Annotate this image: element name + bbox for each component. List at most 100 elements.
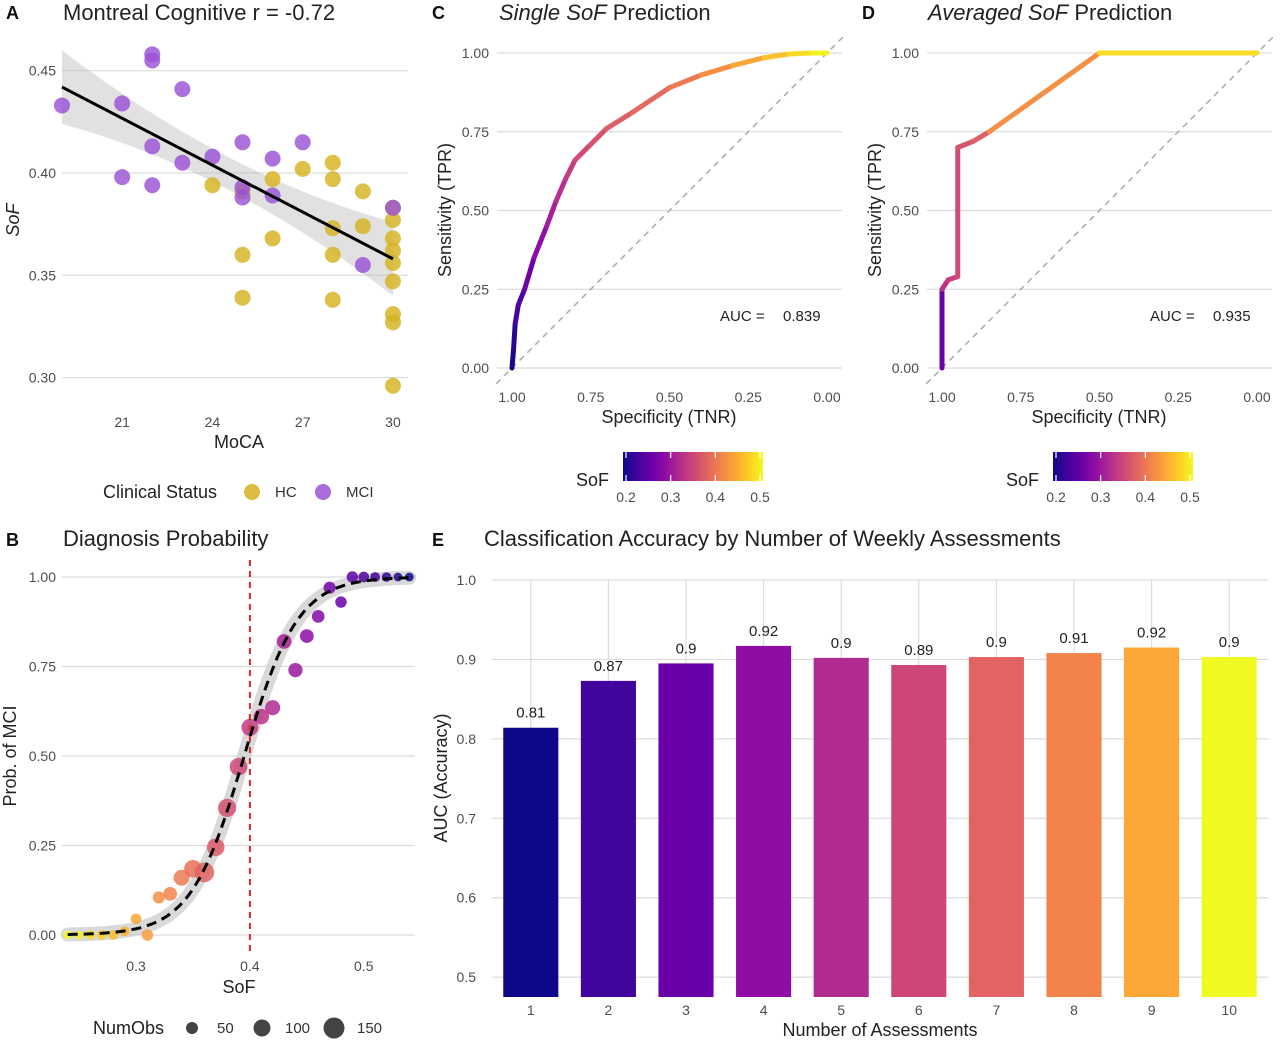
panel-c-xlabel: Specificity (TNR): [601, 407, 736, 427]
panel-e-bar-10: [1201, 657, 1257, 997]
panel-a-point-hc: [384, 254, 401, 271]
panel-e-bar-value-label: 0.89: [904, 642, 933, 659]
panel-e-bar-value-label: 0.92: [749, 623, 778, 640]
panel-e-bar-value-label: 0.9: [831, 635, 852, 652]
panel-e-xtick-label: 8: [1070, 1002, 1078, 1018]
panel-c-roc-segment: [786, 50, 814, 57]
panel-e-bar-value-label: 0.91: [1059, 630, 1088, 647]
panel-d-xtick-label: 0.00: [1243, 389, 1270, 405]
panel-b-point: [299, 629, 314, 643]
panel-b-diagnosis-probability: Diagnosis Probability 0.00 0.25 0.50 0.75 1.…: [0, 526, 417, 1039]
panel-c-roc-segment: [544, 198, 559, 229]
panel-a-point-hc: [354, 183, 371, 200]
panel-a-ytick-label: 0.40: [29, 165, 56, 181]
panel-c-roc-segment: [698, 63, 735, 78]
panel-e-bar-9: [1124, 647, 1180, 997]
panel-e-bar-value-label: 0.87: [594, 658, 623, 675]
panel-e-ytick-label: 0.9: [457, 651, 477, 667]
panel-d-ytick-label: 1.00: [892, 45, 919, 61]
legend-hc-swatch: [244, 484, 260, 500]
panel-c-xtick-label: 0.75: [577, 389, 604, 405]
panel-c-roc-segment: [667, 72, 704, 91]
panel-c-roc-segment: [509, 346, 517, 371]
panel-e-xlabel: Number of Assessments: [782, 1020, 977, 1040]
panel-d-auc-label: AUC =: [1150, 308, 1195, 325]
panel-b-point: [96, 930, 107, 940]
panel-d-roc-segment: [986, 50, 1102, 135]
panel-d-ytick-label: 0.00: [892, 360, 919, 376]
panel-c-roc-segment: [730, 55, 767, 69]
panel-e-xtick-label: 1: [527, 1002, 535, 1018]
panel-a-point-mci: [114, 95, 131, 112]
panel-label-d: D: [862, 3, 875, 23]
panel-b-point: [152, 891, 165, 904]
panel-a-ytick-label: 0.45: [29, 63, 56, 79]
legend-numobs-150-swatch: [323, 1017, 345, 1039]
panel-d-colorbar-title: SoF: [1006, 470, 1039, 490]
panel-b-ytick-label: 0.25: [29, 838, 56, 854]
panel-d-roc-segment: [971, 129, 992, 144]
panel-a-title: Montreal Cognitive r = -0.72: [63, 0, 335, 25]
panel-c-roc-segment: [522, 255, 537, 292]
panel-c-ytick-label: 0.00: [462, 360, 489, 376]
panel-b-ylabel: Prob. of MCI: [0, 705, 20, 806]
panel-a-point-mci: [144, 138, 161, 155]
panel-d-chance-diagonal: [925, 36, 1274, 385]
panel-c-single-roc: Single SoF Prediction 0.00 0.25 0.50 0.75 1.…: [435, 0, 844, 505]
panel-e-ylabel: AUC (Accuracy): [431, 713, 451, 842]
panel-e-ytick-label: 0.8: [457, 731, 477, 747]
panel-c-colorbar-tick-label: 0.2: [616, 489, 636, 505]
panel-c-roc-segment: [629, 85, 672, 116]
legend-mci-label: MCI: [346, 484, 374, 501]
panel-c-colorbar-title: SoF: [576, 470, 609, 490]
panel-a-point-hc: [384, 230, 401, 247]
panel-e-bar-5: [813, 657, 869, 997]
panel-a-point-hc: [234, 289, 251, 306]
panel-c-chance-diagonal: [495, 36, 844, 385]
panel-b-logistic-curve: [67, 576, 410, 936]
legend-numobs-50-label: 50: [217, 1020, 234, 1037]
panel-a-point-mci: [294, 134, 311, 151]
panel-d-xlabel: Specificity (TNR): [1031, 407, 1166, 427]
panel-b-point: [141, 929, 154, 941]
panel-label-e: E: [432, 530, 444, 550]
panel-d-xtick-label: 0.50: [1086, 389, 1113, 405]
panel-c-roc-segment: [553, 176, 569, 204]
panel-a-ytick-label: 0.30: [29, 370, 56, 386]
panel-b-xlabel: SoF: [222, 977, 255, 997]
panel-a-point-mci: [174, 81, 191, 98]
panel-c-xtick-label: 0.00: [813, 389, 840, 405]
panel-a-point-mci: [234, 189, 251, 206]
panel-b-xtick-label: 0.5: [354, 958, 374, 974]
panel-c-xtick-label: 1.00: [498, 389, 525, 405]
panel-a-point-hc: [384, 273, 401, 290]
panel-c-ytick-label: 0.50: [462, 203, 489, 219]
panel-b-legend-title: NumObs: [93, 1018, 164, 1038]
panel-d-xtick-label: 0.75: [1007, 389, 1034, 405]
panel-a-point-mci: [204, 148, 221, 165]
panel-d-xtick-label: 1.00: [928, 389, 955, 405]
panel-a-legend-title: Clinical Status: [103, 482, 217, 502]
panel-c-colorbar-tick-label: 0.5: [750, 489, 770, 505]
panel-e-bar-3: [658, 663, 714, 997]
panel-d-colorbar-gradient: [1053, 452, 1193, 481]
panel-d-roc-segment: [955, 138, 976, 150]
panel-b-xtick-label: 0.3: [126, 958, 146, 974]
panel-d-ylabel: Sensitivity (TPR): [865, 143, 885, 277]
panel-e-bar-6: [891, 664, 947, 997]
panel-e-bar-7: [968, 657, 1024, 997]
panel-label-c: C: [432, 3, 445, 23]
panel-b-xtick-label: 0.4: [240, 958, 260, 974]
panel-e-ytick-label: 0.5: [457, 969, 477, 985]
panel-b-point: [288, 662, 303, 678]
panel-c-auc-label: AUC =: [720, 308, 765, 325]
panel-b-ytick-label: 0.50: [29, 748, 56, 764]
panel-a-point-hc: [234, 246, 251, 263]
panel-e-xtick-label: 6: [915, 1002, 923, 1018]
panel-e-xtick-label: 10: [1221, 1002, 1237, 1018]
panel-b-point: [130, 913, 142, 925]
panel-c-ytick-label: 0.75: [462, 124, 489, 140]
panel-a-point-mci: [144, 177, 161, 194]
panel-d-averaged-roc: Averaged SoF Prediction 0.00 0.25 0.50 0.75…: [865, 0, 1274, 505]
panel-c-roc-segment: [572, 141, 594, 163]
